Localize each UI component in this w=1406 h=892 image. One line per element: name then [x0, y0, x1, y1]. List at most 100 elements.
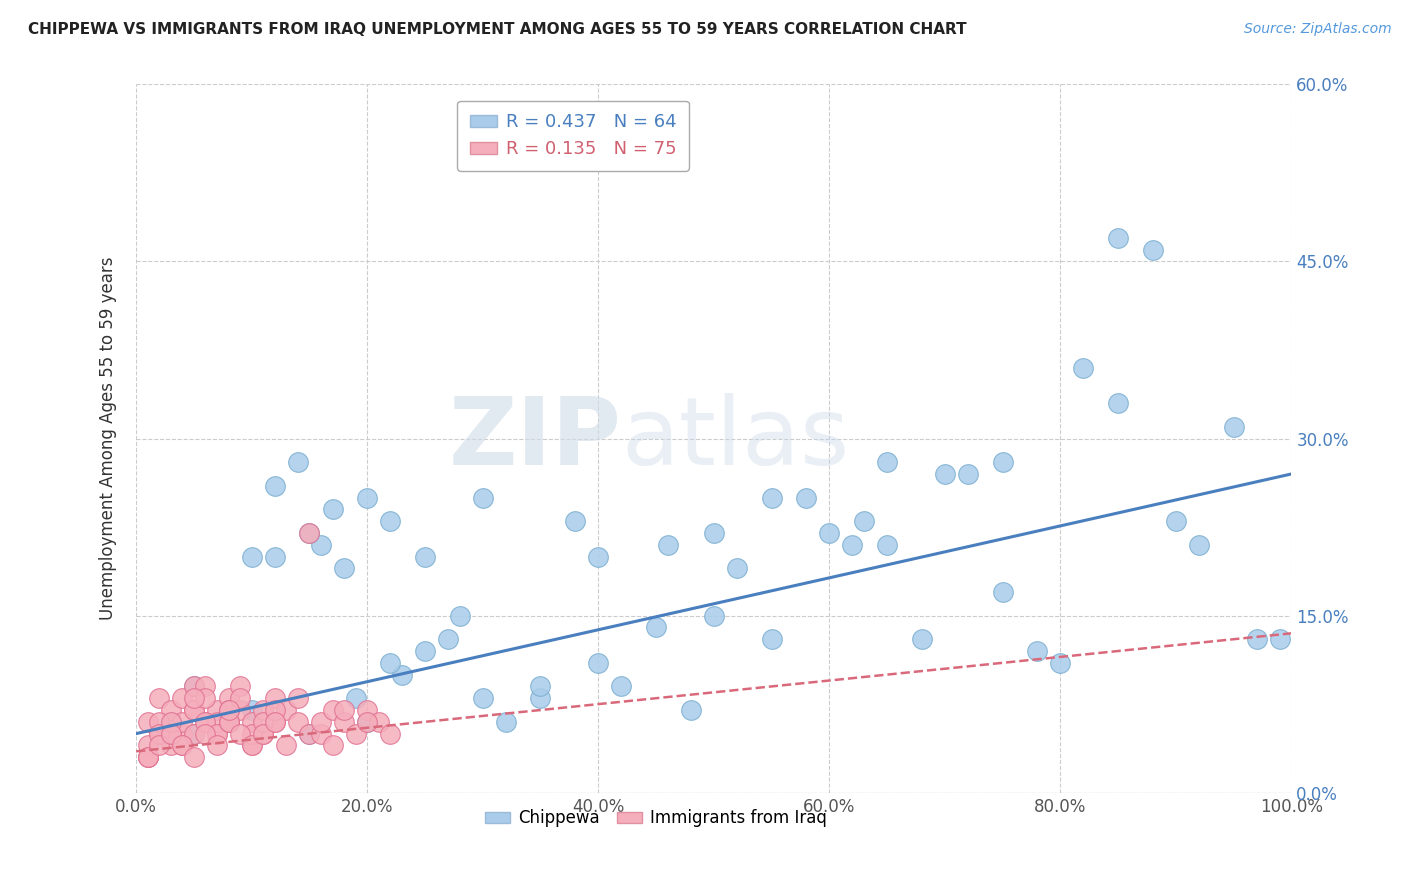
Point [1164, 514, 1187, 528]
Point [529, 691, 551, 706]
Point [229, 680, 252, 694]
Point [218, 714, 240, 729]
Text: CHIPPEWA VS IMMIGRANTS FROM IRAQ UNEMPLOYMENT AMONG AGES 55 TO 59 YEARS CORRELAT: CHIPPEWA VS IMMIGRANTS FROM IRAQ UNEMPLO… [28, 22, 967, 37]
Point [911, 632, 934, 647]
Point [449, 608, 471, 623]
Point [380, 656, 402, 670]
Point [413, 549, 436, 564]
Point [794, 491, 817, 505]
Point [956, 467, 979, 481]
Point [218, 714, 240, 729]
Point [298, 526, 321, 541]
Y-axis label: Unemployment Among Ages 55 to 59 years: Unemployment Among Ages 55 to 59 years [100, 257, 117, 620]
Point [218, 714, 240, 729]
Point [1107, 396, 1129, 410]
Point [876, 455, 898, 469]
Point [356, 714, 378, 729]
Point [263, 714, 285, 729]
Point [818, 526, 841, 541]
Point [1073, 360, 1095, 375]
Point [1107, 231, 1129, 245]
Point [183, 691, 205, 706]
Point [1049, 656, 1071, 670]
Point [367, 714, 389, 729]
Point [287, 691, 309, 706]
Point [183, 726, 205, 740]
Point [183, 703, 205, 717]
Point [136, 750, 159, 764]
Point [564, 514, 586, 528]
Point [298, 726, 321, 740]
Point [1246, 632, 1268, 647]
Point [218, 703, 240, 717]
Point [148, 714, 170, 729]
Point [356, 714, 378, 729]
Point [148, 726, 170, 740]
Point [1222, 419, 1244, 434]
Text: atlas: atlas [621, 392, 849, 484]
Point [240, 739, 263, 753]
Point [263, 549, 285, 564]
Point [586, 549, 609, 564]
Point [380, 514, 402, 528]
Point [586, 656, 609, 670]
Point [218, 703, 240, 717]
Point [205, 703, 228, 717]
Point [437, 632, 460, 647]
Point [298, 726, 321, 740]
Point [148, 726, 170, 740]
Point [159, 726, 181, 740]
Point [136, 739, 159, 753]
Point [761, 632, 783, 647]
Point [679, 703, 702, 717]
Point [136, 750, 159, 764]
Point [148, 691, 170, 706]
Point [194, 714, 217, 729]
Point [240, 739, 263, 753]
Point [391, 667, 413, 681]
Point [934, 467, 956, 481]
Point [309, 538, 332, 552]
Point [703, 526, 725, 541]
Point [276, 703, 298, 717]
Point [252, 726, 274, 740]
Point [276, 739, 298, 753]
Point [159, 714, 181, 729]
Point [172, 739, 194, 753]
Point [205, 726, 228, 740]
Point [252, 726, 274, 740]
Point [1142, 243, 1164, 257]
Point [159, 703, 181, 717]
Point [194, 726, 217, 740]
Point [229, 691, 252, 706]
Point [356, 491, 378, 505]
Point [205, 739, 228, 753]
Point [333, 561, 356, 575]
Point [263, 691, 285, 706]
Point [218, 714, 240, 729]
Point [287, 714, 309, 729]
Point [298, 526, 321, 541]
Point [240, 703, 263, 717]
Point [991, 455, 1014, 469]
Point [148, 739, 170, 753]
Point [841, 538, 863, 552]
Legend: Chippewa, Immigrants from Iraq: Chippewa, Immigrants from Iraq [478, 803, 834, 834]
Point [240, 549, 263, 564]
Point [322, 739, 344, 753]
Point [263, 703, 285, 717]
Point [205, 714, 228, 729]
Point [159, 714, 181, 729]
Point [645, 620, 668, 634]
Point [263, 714, 285, 729]
Point [495, 714, 517, 729]
Point [852, 514, 875, 528]
Point [876, 538, 898, 552]
Point [205, 726, 228, 740]
Point [240, 726, 263, 740]
Point [172, 726, 194, 740]
Text: ZIP: ZIP [449, 392, 621, 484]
Point [183, 726, 205, 740]
Point [240, 714, 263, 729]
Point [136, 750, 159, 764]
